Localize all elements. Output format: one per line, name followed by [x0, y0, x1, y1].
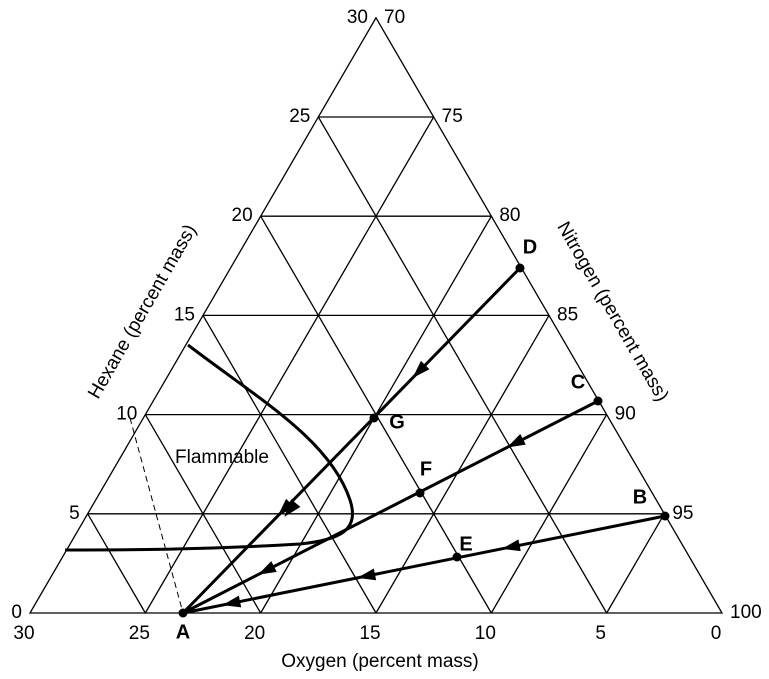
- point-label: D: [523, 236, 537, 258]
- point-label: C: [571, 371, 585, 393]
- arrowhead: [501, 539, 521, 552]
- nitrogen-tick: 80: [499, 205, 520, 226]
- grid-line: [144, 414, 262, 614]
- hexane-tick: 20: [232, 205, 253, 226]
- arrowhead: [284, 499, 301, 517]
- nitrogen-tick: 95: [672, 503, 693, 524]
- hexane-tick: 15: [174, 304, 195, 325]
- grid-line: [144, 116, 435, 614]
- arrowhead: [357, 568, 377, 581]
- oxygen-axis-label: Oxygen (percent mass): [281, 651, 478, 672]
- point-marker: [369, 413, 379, 423]
- oxygen-tick: 10: [475, 623, 496, 644]
- hexane-tick: 25: [289, 106, 310, 127]
- arrows: [222, 360, 526, 608]
- point-marker: [415, 488, 425, 498]
- oxygen-tick: 15: [359, 623, 380, 644]
- nitrogen-tick: 90: [615, 404, 636, 425]
- arrowhead: [257, 561, 277, 575]
- path-c-a: [182, 399, 599, 615]
- grid-line: [87, 513, 146, 614]
- point-marker: [593, 396, 603, 406]
- point-label: F: [420, 458, 432, 480]
- oxygen-tick: 25: [129, 623, 150, 644]
- oxygen-tick: 30: [13, 623, 34, 644]
- hexane-tick: 10: [116, 404, 137, 425]
- arrowhead: [412, 360, 430, 378]
- nitrogen-tick: 70: [384, 7, 405, 28]
- point-marker: [452, 552, 462, 562]
- nitrogen-tick: 75: [442, 106, 463, 127]
- point-label: G: [389, 411, 405, 433]
- dashed-line: [129, 417, 184, 614]
- point-label: B: [633, 486, 647, 508]
- arrowhead: [222, 595, 242, 608]
- point-marker: [660, 511, 670, 521]
- nitrogen-tick: 100: [730, 602, 762, 623]
- path-d-a: [181, 266, 522, 615]
- hexane-tick: 0: [11, 602, 22, 623]
- point-marker: [515, 263, 525, 273]
- point-label: E: [459, 533, 472, 555]
- point-label: A: [176, 621, 190, 643]
- region-label: Flammable: [175, 447, 269, 468]
- points: [178, 263, 670, 618]
- grid-line: [375, 315, 550, 614]
- grid-line: [202, 315, 377, 614]
- arrowhead: [506, 433, 526, 448]
- grid-line: [606, 513, 665, 614]
- grid-line: [317, 116, 608, 614]
- point-marker: [178, 608, 188, 618]
- oxygen-tick: 0: [711, 623, 722, 644]
- path-b-a: [182, 514, 666, 615]
- oxygen-tick: 20: [244, 623, 265, 644]
- nitrogen-tick: 85: [557, 304, 578, 325]
- oxygen-tick: 5: [595, 623, 606, 644]
- hexane-tick: 30: [347, 7, 368, 28]
- hexane-tick: 5: [69, 503, 80, 524]
